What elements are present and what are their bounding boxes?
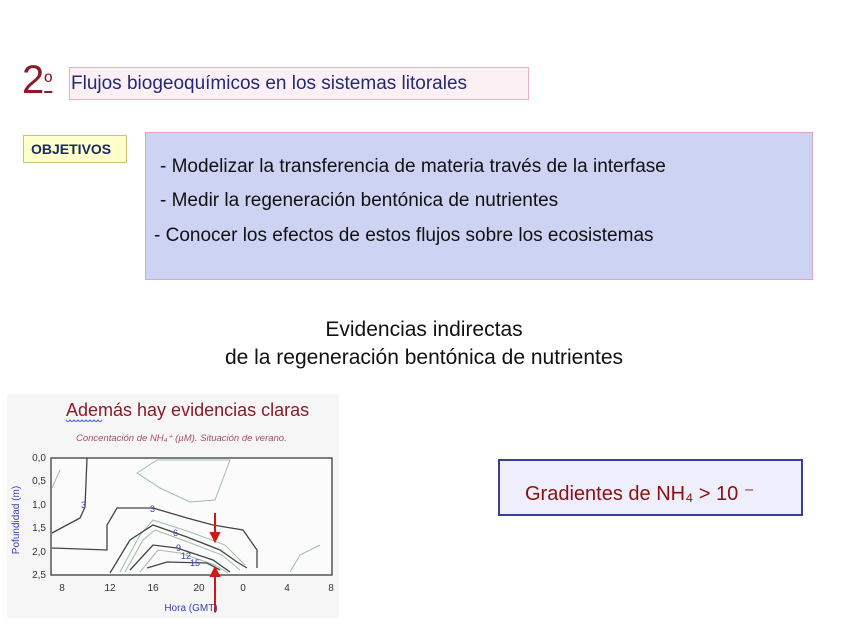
objective-item: - Modelizar la transferencia de materia … xyxy=(160,156,666,177)
objective-item: - Medir la regeneración bentónica de nut… xyxy=(160,190,559,211)
objectives-label: OBJETIVOS xyxy=(23,135,127,163)
contour-figure: Además hay evidencias claras Concentació… xyxy=(7,394,339,618)
x-tick: 0 xyxy=(240,583,246,594)
y-tick: 0,5 xyxy=(32,476,46,487)
spellcheck-underline xyxy=(65,419,103,422)
contour-label: 9 xyxy=(176,543,181,553)
arrow-down-icon xyxy=(209,532,221,544)
y-ticks: 0,0 0,5 1,0 1,5 2,0 2,5 xyxy=(32,453,46,581)
plot-area xyxy=(50,457,333,576)
section-title: Flujos biogeoquímicos en los sistemas li… xyxy=(69,67,529,100)
x-tick: 8 xyxy=(59,583,65,594)
objective-item: - Conocer los efectos de estos flujos so… xyxy=(154,225,654,246)
minor-contours xyxy=(51,459,321,574)
section-number: 2º xyxy=(22,58,53,102)
arrow-up-icon xyxy=(209,565,221,577)
x-tick: 8 xyxy=(328,583,334,594)
major-contours xyxy=(51,457,258,574)
contour-label: 6 xyxy=(173,528,178,538)
y-tick: 0,0 xyxy=(32,453,46,464)
red-arrows xyxy=(209,513,221,612)
contour-label: 12 xyxy=(181,551,191,561)
x-tick: 12 xyxy=(104,583,116,594)
y-tick: 2,0 xyxy=(32,547,46,558)
x-tick: 20 xyxy=(193,583,205,594)
contour-labels: 3 3 6 9 12 15 xyxy=(81,500,200,568)
contour-label: 3 xyxy=(81,500,86,510)
y-tick: 1,0 xyxy=(32,500,46,511)
figure-heading: Además hay evidencias claras xyxy=(66,400,309,420)
x-tick: 16 xyxy=(147,583,159,594)
gradient-note: Gradientes de NH₄ > 10 ⁻ xyxy=(498,459,803,516)
x-ticks: 8 12 16 20 0 4 8 xyxy=(59,583,334,594)
subtitle-line2: de la regeneración bentónica de nutrient… xyxy=(224,346,624,369)
objectives-box: - Modelizar la transferencia de materia … xyxy=(145,132,813,280)
x-tick: 4 xyxy=(284,583,290,594)
y-tick: 1,5 xyxy=(32,523,46,534)
contour-label: 3 xyxy=(150,504,155,514)
figure-caption: Concentación de NH₄⁺ (µM). Situación de … xyxy=(76,433,287,444)
subtitle-line1: Evidencias indirectas xyxy=(325,318,523,341)
contour-label: 15 xyxy=(190,558,200,568)
x-axis-label: Hora (GMT) xyxy=(164,603,217,614)
y-axis-label: Pofundidad (m) xyxy=(11,486,22,554)
subtitle: Evidencias indirectas de la regeneración… xyxy=(0,316,848,372)
contour-plot: Además hay evidencias claras Concentació… xyxy=(11,400,334,614)
y-tick: 2,5 xyxy=(32,570,46,581)
